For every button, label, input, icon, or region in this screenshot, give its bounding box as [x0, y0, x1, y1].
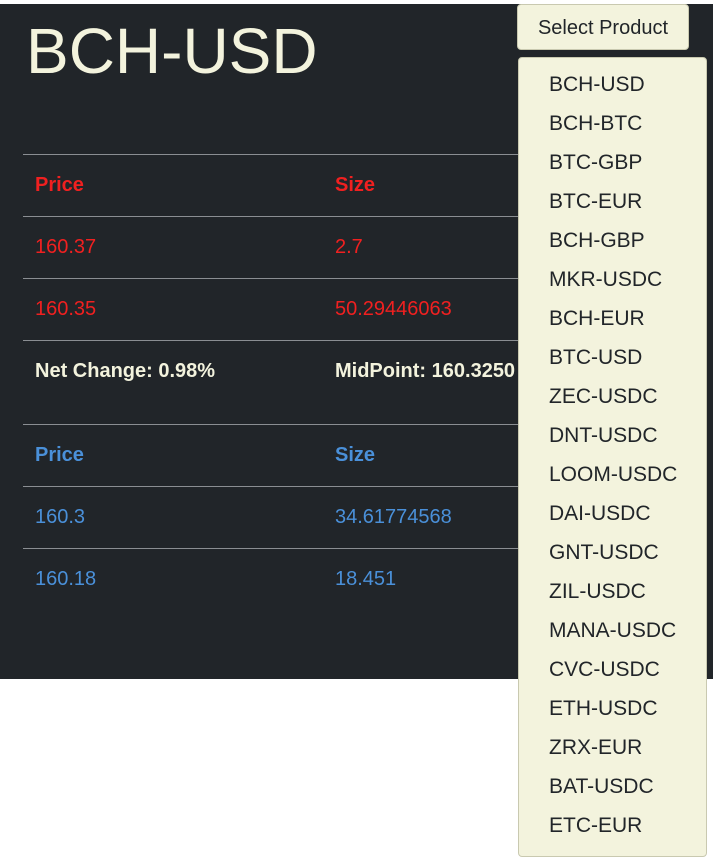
bids-size-header: Size: [335, 444, 376, 466]
product-option[interactable]: MKR-USDC: [549, 268, 663, 291]
table-row: 160.37 2.7: [23, 216, 523, 278]
product-option[interactable]: CVC-USDC: [549, 658, 660, 681]
product-option[interactable]: LOOM-USDC: [549, 463, 678, 486]
bid-price: 160.18: [35, 568, 97, 590]
table-row: 160.18 18.451: [23, 548, 523, 610]
product-option[interactable]: BCH-GBP: [549, 229, 645, 252]
summary-row: Net Change: 0.98% MidPoint: 160.3250: [23, 340, 523, 402]
asks-header-row: Price Size: [23, 154, 523, 216]
product-option[interactable]: ZRX-EUR: [549, 736, 643, 759]
ask-size: 50.29446063: [335, 298, 452, 320]
bid-size: 18.451: [335, 568, 397, 590]
page-title: BCH-USD: [26, 15, 318, 87]
product-option[interactable]: ZEC-USDC: [549, 385, 658, 408]
product-option[interactable]: GNT-USDC: [549, 541, 659, 564]
table-row: 160.35 50.29446063: [23, 278, 523, 340]
product-option[interactable]: BCH-EUR: [549, 307, 645, 330]
bids-price-header: Price: [35, 444, 84, 466]
asks-price-header: Price: [35, 174, 84, 196]
product-option[interactable]: ZIL-USDC: [549, 580, 646, 603]
bids-table: Price Size 160.3 34.61774568 160.18 18.4…: [23, 424, 523, 610]
bid-size: 34.61774568: [335, 506, 452, 528]
bids-header-row: Price Size: [23, 424, 523, 486]
product-option[interactable]: BTC-GBP: [549, 151, 643, 174]
table-row: 160.3 34.61774568: [23, 486, 523, 548]
product-option[interactable]: ETC-EUR: [549, 814, 643, 837]
product-dropdown-menu: BCH-USD BCH-BTC BTC-GBP BTC-EUR BCH-GBP …: [518, 57, 707, 857]
bid-price: 160.3: [35, 506, 86, 528]
product-option[interactable]: BCH-BTC: [549, 112, 643, 135]
product-option[interactable]: MANA-USDC: [549, 619, 677, 642]
select-product-button[interactable]: Select Product: [517, 4, 689, 50]
midpoint: MidPoint: 160.3250: [335, 360, 516, 382]
product-option[interactable]: BTC-EUR: [549, 190, 643, 213]
product-option[interactable]: BTC-USD: [549, 346, 643, 369]
product-option[interactable]: DNT-USDC: [549, 424, 658, 447]
product-option[interactable]: BAT-USDC: [549, 775, 654, 798]
ask-price: 160.37: [35, 236, 97, 258]
asks-size-header: Size: [335, 174, 376, 196]
product-option[interactable]: DAI-USDC: [549, 502, 651, 525]
product-option[interactable]: ETH-USDC: [549, 697, 658, 720]
ask-size: 2.7: [335, 236, 363, 258]
ask-price: 160.35: [35, 298, 97, 320]
product-option[interactable]: BCH-USD: [549, 73, 645, 96]
net-change: Net Change: 0.98%: [35, 360, 216, 382]
asks-table: Price Size 160.37 2.7 160.35 50.29446063…: [23, 154, 523, 402]
